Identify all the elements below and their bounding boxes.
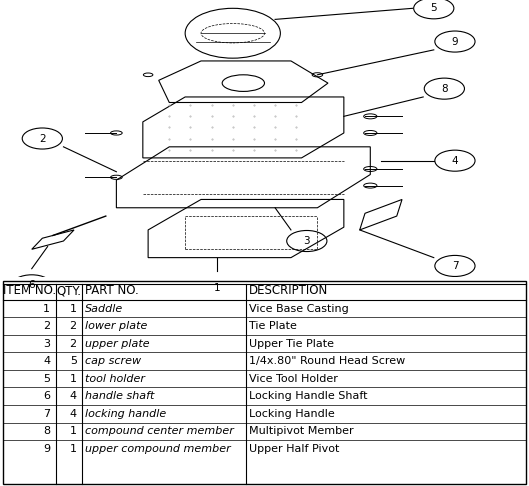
Text: 4: 4 [70,391,77,401]
Text: 4: 4 [452,156,458,166]
Text: 2: 2 [43,321,50,331]
Text: 1: 1 [43,304,50,313]
Text: 8: 8 [441,84,448,94]
Text: 6: 6 [29,280,35,290]
Text: 7: 7 [452,261,458,271]
Text: 5: 5 [431,3,437,13]
Text: upper compound member: upper compound member [85,444,231,454]
Text: 1: 1 [70,426,77,436]
Text: Tie Plate: Tie Plate [249,321,297,331]
Text: 1: 1 [70,374,77,384]
Text: 3: 3 [304,236,310,246]
Text: 3: 3 [43,339,50,348]
Text: Vice Base Casting: Vice Base Casting [249,304,349,313]
Text: upper plate: upper plate [85,339,149,348]
Text: 1: 1 [70,304,77,313]
Text: 2: 2 [70,321,77,331]
Text: QTY.: QTY. [56,284,81,297]
Text: Locking Handle Shaft: Locking Handle Shaft [249,391,367,401]
Text: 4: 4 [43,356,50,366]
Text: 4: 4 [70,409,77,419]
Text: 5: 5 [70,356,77,366]
Text: Saddle: Saddle [85,304,123,313]
Text: 1/4x.80" Round Head Screw: 1/4x.80" Round Head Screw [249,356,405,366]
Text: 5: 5 [43,374,50,384]
Text: tool holder: tool holder [85,374,144,384]
Text: DESCRIPTION: DESCRIPTION [249,284,328,297]
Text: 8: 8 [43,426,50,436]
Text: 9: 9 [43,444,50,454]
Text: 7: 7 [43,409,50,419]
Text: 2: 2 [39,134,45,143]
Text: Locking Handle: Locking Handle [249,409,334,419]
Text: 2: 2 [70,339,77,348]
Text: 6: 6 [43,391,50,401]
Text: 1: 1 [214,283,220,293]
Text: 9: 9 [452,36,458,47]
Text: compound center member: compound center member [85,426,233,436]
Text: ITEM NO.: ITEM NO. [3,284,56,297]
Text: 1: 1 [70,444,77,454]
Text: cap screw: cap screw [85,356,141,366]
Text: locking handle: locking handle [85,409,166,419]
Text: Upper Tie Plate: Upper Tie Plate [249,339,334,348]
Text: Vice Tool Holder: Vice Tool Holder [249,374,338,384]
Text: lower plate: lower plate [85,321,147,331]
Text: Multipivot Member: Multipivot Member [249,426,353,436]
Text: Upper Half Pivot: Upper Half Pivot [249,444,339,454]
Text: PART NO.: PART NO. [85,284,139,297]
Text: handle shaft: handle shaft [85,391,154,401]
